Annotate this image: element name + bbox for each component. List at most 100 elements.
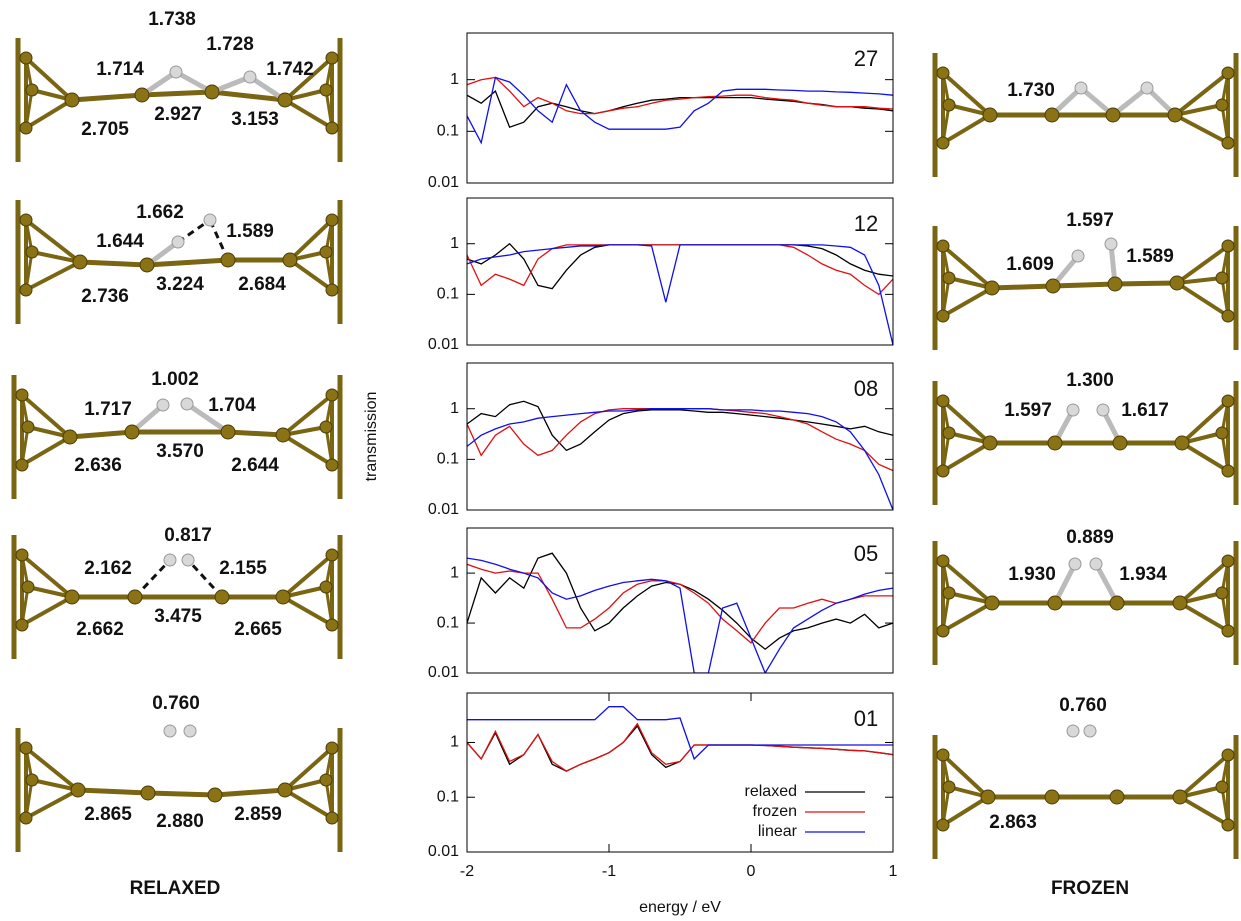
bond-length-label: 0.817 xyxy=(164,525,212,546)
bond xyxy=(281,553,334,599)
bond xyxy=(288,218,334,262)
atom xyxy=(1109,595,1125,611)
bond-length-label: 3.570 xyxy=(156,441,204,462)
atom xyxy=(319,420,333,434)
y-tick-label: 0.01 xyxy=(428,174,459,191)
bond xyxy=(20,393,72,439)
atom xyxy=(942,426,956,440)
atom xyxy=(275,427,291,443)
x-tick-label: -1 xyxy=(602,863,616,880)
atom xyxy=(1047,595,1063,611)
bond xyxy=(1176,276,1223,285)
y-tick-label: 0.01 xyxy=(428,843,459,860)
atom xyxy=(984,595,1000,611)
x-tick-label: 1 xyxy=(889,863,898,880)
hydrogen-atom xyxy=(1089,557,1103,571)
bond xyxy=(146,257,229,268)
bond-length-label: 2.880 xyxy=(156,811,204,832)
atom xyxy=(134,87,150,103)
bond xyxy=(24,746,80,792)
legend-label: frozen xyxy=(753,803,797,820)
bond xyxy=(214,787,286,798)
atom xyxy=(1047,435,1063,451)
atom xyxy=(1221,239,1235,253)
atom xyxy=(1174,435,1190,451)
plot: 0.01 0.1 1 05 xyxy=(428,527,894,681)
atom xyxy=(942,98,956,112)
bond-length-label: 3.224 xyxy=(156,274,204,295)
atom xyxy=(1112,435,1128,451)
hydrogen-atom xyxy=(171,235,185,249)
bond xyxy=(25,260,81,292)
bond-length-label: 2.684 xyxy=(238,274,286,295)
bond xyxy=(208,219,230,261)
atom xyxy=(1167,107,1183,123)
bond-length-label: 1.704 xyxy=(208,395,256,416)
plot: 0.01 0.1 1 12 xyxy=(428,197,894,353)
hydrogen-atom xyxy=(1140,81,1154,95)
bond xyxy=(1175,244,1230,285)
bond xyxy=(941,795,990,827)
atom xyxy=(1215,98,1229,112)
bond xyxy=(185,401,230,435)
bond xyxy=(1175,281,1230,318)
structures xyxy=(11,38,1239,859)
bond xyxy=(1180,441,1230,473)
atom xyxy=(982,435,998,451)
bond xyxy=(31,250,81,264)
bond-length-label: 0.889 xyxy=(1066,527,1114,548)
atom xyxy=(1044,789,1060,805)
atom xyxy=(140,785,156,801)
atom xyxy=(21,420,35,434)
bond xyxy=(1174,113,1229,145)
bond-length-label: 2.665 xyxy=(234,619,282,640)
atom xyxy=(1215,780,1229,794)
atom xyxy=(936,748,950,762)
plot: 0.01 0.1 1 08 transmission xyxy=(363,362,894,518)
atom xyxy=(982,107,998,123)
bond xyxy=(25,788,79,820)
atom xyxy=(127,589,143,605)
bond xyxy=(20,553,74,599)
bond xyxy=(1178,753,1230,799)
bond xyxy=(77,787,149,796)
bond xyxy=(79,259,148,268)
atom xyxy=(64,589,80,605)
atom xyxy=(1221,748,1235,762)
atom xyxy=(124,424,140,440)
bond-length-label: 1.714 xyxy=(96,59,144,80)
atom xyxy=(1221,464,1235,478)
x-tick-label: 0 xyxy=(747,863,756,880)
atom xyxy=(19,213,33,227)
legend-label: relaxed xyxy=(745,783,797,800)
series-line xyxy=(467,563,893,644)
bond-length-label: 2.636 xyxy=(74,455,122,476)
atom xyxy=(19,121,33,135)
atom xyxy=(1215,271,1229,285)
hydrogen-atom xyxy=(156,398,170,412)
atom xyxy=(277,782,293,798)
series-line xyxy=(467,408,893,510)
atom xyxy=(325,213,339,227)
plot-frame xyxy=(466,527,894,674)
y-tick-label: 1 xyxy=(450,71,459,88)
bond xyxy=(141,89,213,98)
bond xyxy=(1114,280,1178,287)
relaxed-title: RELAXED xyxy=(130,878,221,899)
atom xyxy=(64,92,80,108)
atom xyxy=(21,580,35,594)
bond xyxy=(942,601,993,633)
bond xyxy=(21,595,73,627)
bond-length-label: 2.859 xyxy=(234,804,282,825)
bond xyxy=(71,92,143,103)
atom xyxy=(220,252,236,268)
atom xyxy=(319,580,333,594)
y-tick-label: 0.01 xyxy=(428,664,459,681)
atom xyxy=(1221,394,1235,408)
atom xyxy=(325,51,339,65)
bond-length-label: 2.863 xyxy=(989,812,1037,833)
y-tick-label: 0.01 xyxy=(428,336,459,353)
bond xyxy=(24,218,82,264)
bond-length-label: 1.742 xyxy=(266,59,314,80)
